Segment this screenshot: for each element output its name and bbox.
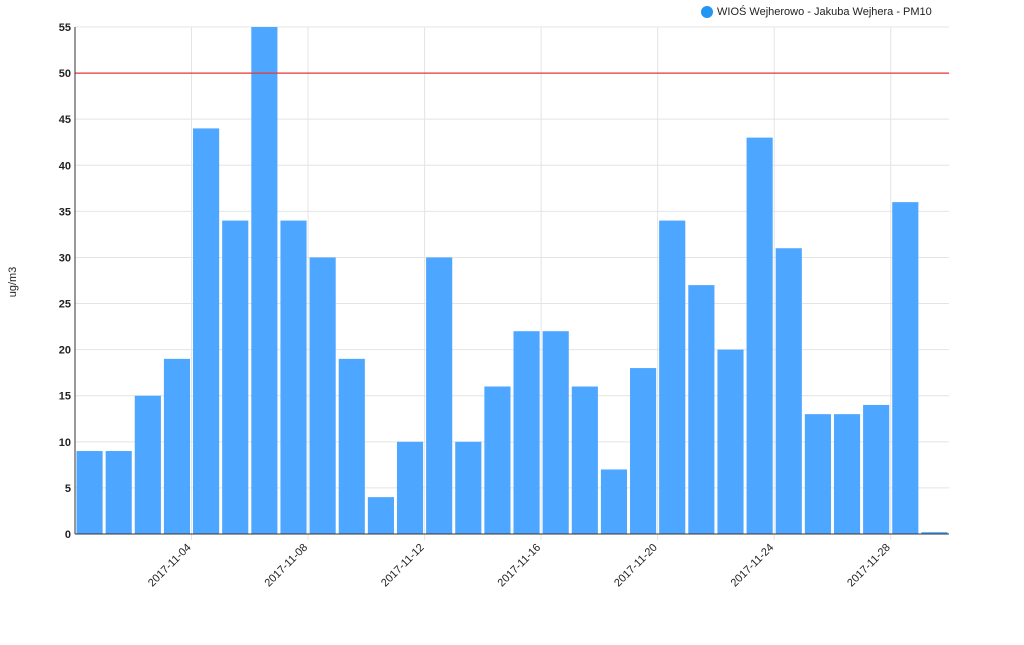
axes: [74, 27, 949, 535]
bar[interactable]: [630, 368, 657, 534]
bar[interactable]: [426, 257, 453, 534]
legend[interactable]: WIOŚ Wejherowo - Jakuba Wejhera - PM10: [701, 6, 932, 18]
bar[interactable]: [455, 441, 482, 534]
y-tick-label: 10: [59, 437, 71, 449]
x-tick-label: 2017-11-20: [612, 542, 660, 590]
y-tick-label: 55: [59, 22, 71, 34]
bar[interactable]: [105, 451, 132, 534]
y-tick-label: 50: [59, 68, 71, 80]
bar[interactable]: [571, 386, 598, 534]
bar[interactable]: [484, 386, 511, 534]
legend-series-marker: [701, 6, 713, 18]
bar[interactable]: [746, 137, 773, 535]
y-tick-label: 35: [59, 206, 71, 218]
bar[interactable]: [134, 395, 161, 534]
bar[interactable]: [396, 441, 424, 534]
grid-lines: [75, 26, 949, 540]
x-tick-label: 2017-11-28: [845, 542, 893, 590]
bar[interactable]: [775, 248, 802, 534]
bar[interactable]: [309, 257, 336, 534]
y-tick-label: 40: [59, 160, 71, 172]
bar[interactable]: [367, 497, 394, 534]
bar[interactable]: [542, 331, 569, 534]
bar[interactable]: [76, 451, 103, 534]
bar[interactable]: [833, 414, 861, 534]
bar[interactable]: [804, 414, 831, 534]
bar[interactable]: [863, 404, 890, 534]
y-axis-title: ug/m3: [7, 267, 19, 298]
y-tick-label: 20: [59, 345, 71, 357]
bar[interactable]: [280, 220, 307, 534]
y-tick-label: 25: [59, 299, 71, 311]
bar[interactable]: [222, 220, 249, 534]
bar[interactable]: [513, 331, 540, 534]
bar[interactable]: [338, 358, 365, 534]
x-tick-label: 2017-11-16: [496, 542, 544, 590]
x-tick-label: 2017-11-04: [146, 542, 194, 590]
bar[interactable]: [193, 128, 220, 534]
y-tick-labels: 0 5 10 15 20 25 30 35 40 45 50 55: [59, 22, 71, 541]
x-tick-label: 2017-11-08: [262, 542, 310, 590]
x-tick-labels: 2017-11-04 2017-11-08 2017-11-12 2017-11-16…: [146, 542, 893, 590]
bar[interactable]: [600, 469, 628, 534]
x-tick-label: 2017-11-24: [729, 542, 777, 590]
y-tick-label: 15: [59, 391, 71, 403]
x-tick-label: 2017-11-12: [379, 542, 427, 590]
bar[interactable]: [892, 202, 919, 535]
bar[interactable]: [659, 220, 686, 534]
bar[interactable]: [163, 358, 191, 534]
y-tick-label: 0: [65, 529, 71, 541]
bar[interactable]: [717, 349, 744, 534]
bar[interactable]: [251, 27, 278, 534]
bar[interactable]: [688, 285, 715, 534]
y-tick-label: 30: [59, 252, 71, 264]
y-tick-label: 5: [65, 483, 71, 495]
y-tick-label: 45: [59, 114, 71, 126]
legend-series-label: WIOŚ Wejherowo - Jakuba Wejhera - PM10: [717, 6, 932, 18]
bar[interactable]: [921, 532, 948, 534]
bars: [76, 27, 948, 535]
